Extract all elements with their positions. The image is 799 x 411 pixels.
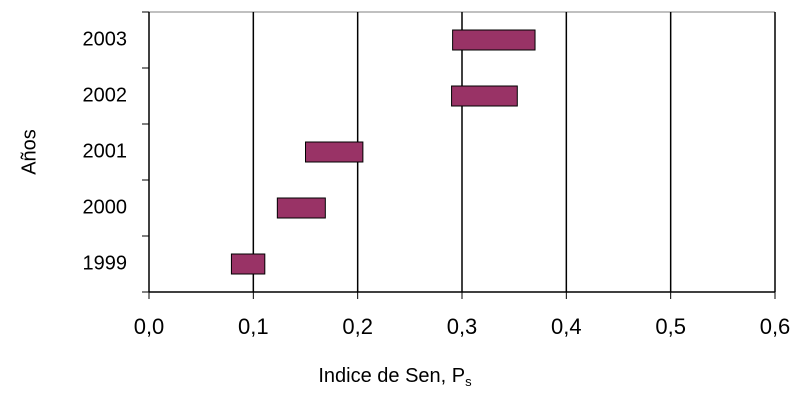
- y-axis-title: Años: [18, 129, 40, 175]
- y-tick-label: 2003: [83, 28, 128, 50]
- y-tick-label: 1999: [83, 252, 128, 274]
- range-bar: [452, 29, 536, 51]
- x-tick-label: 0,0: [134, 314, 165, 339]
- x-tick-label: 0,2: [342, 314, 373, 339]
- x-tick-label: 0,3: [447, 314, 478, 339]
- x-axis-title: Indice de Sen, Ps: [318, 365, 472, 389]
- x-tick-label: 0,4: [551, 314, 582, 339]
- x-tick-label: 0,5: [655, 314, 686, 339]
- x-axis-title-sub: s: [465, 374, 472, 389]
- range-bar: [451, 85, 518, 107]
- range-bar: [276, 197, 326, 219]
- y-tick-label: 2001: [83, 140, 128, 162]
- range-bar: [305, 141, 364, 163]
- x-tick-label: 0,1: [238, 314, 269, 339]
- y-tick-label: 2002: [83, 84, 128, 106]
- range-bar: [230, 253, 266, 275]
- x-tick-label: 0,6: [760, 314, 791, 339]
- y-tick-label: 2000: [83, 196, 128, 218]
- x-axis-title-main: Indice de Sen, P: [318, 365, 465, 387]
